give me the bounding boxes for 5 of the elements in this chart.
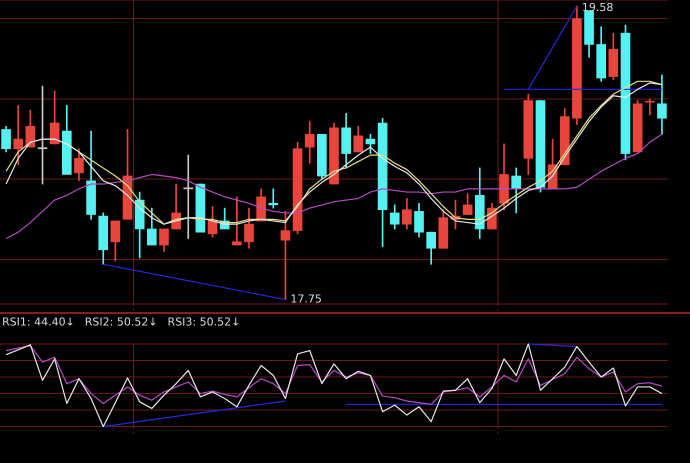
text: RSI2: 50.52↓	[84, 315, 158, 328]
text: RSI1: 44.40↓	[2, 315, 75, 328]
text: RSI3: 50.52↓	[168, 315, 240, 328]
annotation: 17.75	[290, 292, 322, 306]
annotation: 19.58	[582, 0, 614, 14]
